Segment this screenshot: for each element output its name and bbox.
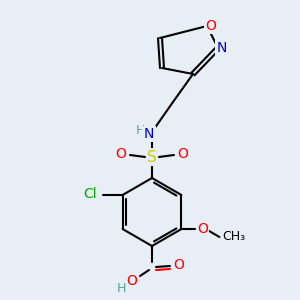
Text: S: S bbox=[147, 149, 157, 164]
Text: N: N bbox=[144, 127, 154, 141]
Text: H: H bbox=[135, 124, 145, 136]
Text: Cl: Cl bbox=[84, 187, 98, 201]
Text: O: O bbox=[174, 258, 184, 272]
Text: O: O bbox=[178, 147, 188, 161]
Text: CH₃: CH₃ bbox=[222, 230, 245, 244]
Text: O: O bbox=[116, 147, 126, 161]
Text: N: N bbox=[217, 41, 227, 55]
Text: O: O bbox=[127, 274, 137, 288]
Text: O: O bbox=[197, 222, 208, 236]
Text: O: O bbox=[206, 19, 216, 33]
Text: H: H bbox=[116, 281, 126, 295]
